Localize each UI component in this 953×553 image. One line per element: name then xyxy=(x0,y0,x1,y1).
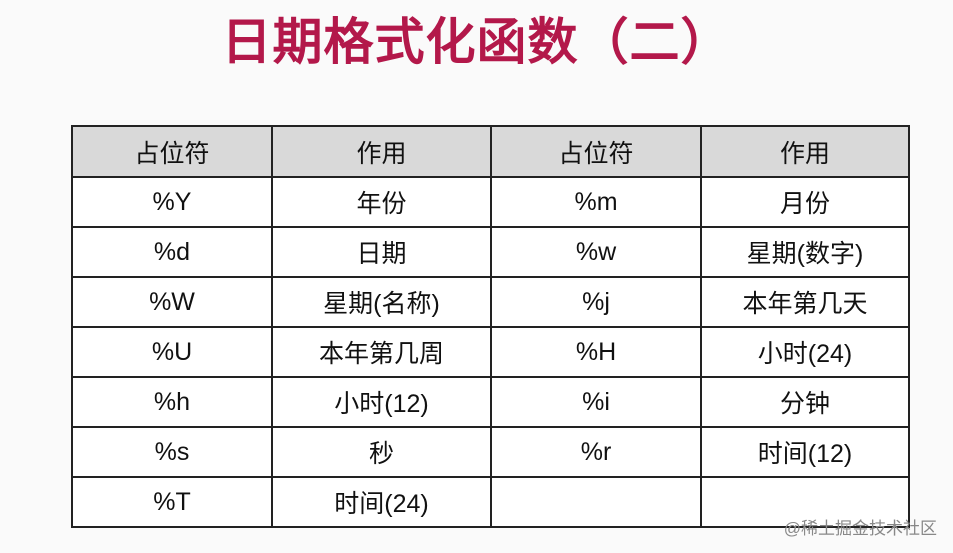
placeholder-cell: %U xyxy=(71,326,273,378)
table-row: %Y 年份 %m 月份 xyxy=(71,176,910,228)
description-cell: 月份 xyxy=(700,176,910,228)
slide-title: 日期格式化函数（二） xyxy=(221,14,732,70)
table-row: %d 日期 %w 星期(数字) xyxy=(71,226,910,278)
table-row: %W 星期(名称) %j 本年第几天 xyxy=(71,276,910,328)
header-cell: 占位符 xyxy=(490,125,702,178)
description-cell: 星期(名称) xyxy=(271,276,492,328)
format-table: 占位符 作用 占位符 作用 %Y 年份 %m 月份 %d 日期 %w 星期(数字) %W 星期(名称) %j… xyxy=(71,125,910,528)
table-row: %s 秒 %r 时间(12) xyxy=(71,426,910,478)
table-row: %U 本年第几周 %H 小时(24) xyxy=(71,326,910,378)
table-header-row: 占位符 作用 占位符 作用 xyxy=(71,125,910,178)
placeholder-cell: %Y xyxy=(71,176,273,228)
description-cell: 本年第几天 xyxy=(700,276,910,328)
header-cell: 作用 xyxy=(700,125,910,178)
description-cell: 秒 xyxy=(271,426,492,478)
placeholder-cell: %w xyxy=(490,226,702,278)
table-row: %T 时间(24) xyxy=(71,476,910,528)
placeholder-cell: %h xyxy=(71,376,273,428)
placeholder-cell: %H xyxy=(490,326,702,378)
header-cell: 占位符 xyxy=(71,125,273,178)
description-cell xyxy=(700,476,910,528)
description-cell: 年份 xyxy=(271,176,492,228)
description-cell: 分钟 xyxy=(700,376,910,428)
placeholder-cell: %i xyxy=(490,376,702,428)
description-cell: 小时(24) xyxy=(700,326,910,378)
table-row: %h 小时(12) %i 分钟 xyxy=(71,376,910,428)
placeholder-cell xyxy=(490,476,702,528)
description-cell: 星期(数字) xyxy=(700,226,910,278)
header-cell: 作用 xyxy=(271,125,492,178)
description-cell: 本年第几周 xyxy=(271,326,492,378)
placeholder-cell: %j xyxy=(490,276,702,328)
watermark: @稀土掘金技术社区 xyxy=(783,519,937,538)
description-cell: 日期 xyxy=(271,226,492,278)
placeholder-cell: %r xyxy=(490,426,702,478)
description-cell: 时间(24) xyxy=(271,476,492,528)
placeholder-cell: %W xyxy=(71,276,273,328)
placeholder-cell: %d xyxy=(71,226,273,278)
placeholder-cell: %s xyxy=(71,426,273,478)
description-cell: 小时(12) xyxy=(271,376,492,428)
placeholder-cell: %m xyxy=(490,176,702,228)
placeholder-cell: %T xyxy=(71,476,273,528)
description-cell: 时间(12) xyxy=(700,426,910,478)
